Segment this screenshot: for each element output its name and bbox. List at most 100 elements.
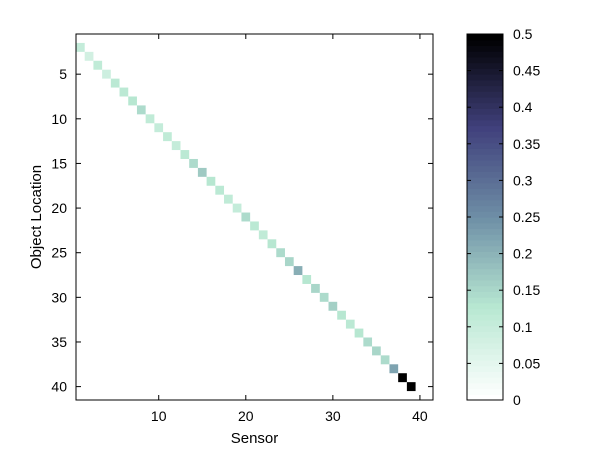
colorbar-swatch [467, 205, 503, 212]
colorbar-tick-label: 0.45 [513, 63, 540, 79]
heatmap-cell [311, 283, 320, 293]
heatmap-cell [250, 221, 259, 231]
colorbar-swatch [467, 394, 503, 401]
y-tick-label: 15 [51, 155, 67, 171]
heatmap-cell [163, 132, 172, 142]
heatmap-cell [354, 328, 364, 338]
heatmap-cell [232, 203, 242, 213]
colorbar: 0 0.05 0.1 0.15 0.2 0.25 0.3 0.35 0.4 0.45 0.5 [466, 26, 540, 408]
colorbar-swatch [467, 125, 503, 132]
colorbar-swatch [467, 154, 503, 161]
colorbar-swatch [467, 68, 503, 75]
heatmap-cell [197, 167, 207, 177]
colorbar-swatch [467, 114, 503, 121]
colorbar-swatch [467, 342, 503, 350]
colorbar-swatch [467, 228, 503, 235]
colorbar-swatch [467, 159, 503, 167]
colorbar-swatch [467, 245, 503, 252]
colorbar-swatch [467, 354, 503, 361]
y-tick-label: 10 [51, 111, 67, 127]
x-tick-label: 20 [238, 408, 254, 424]
heatmap-cell [180, 150, 190, 159]
heatmap-cell [258, 230, 268, 240]
colorbar-swatch [467, 377, 503, 384]
colorbar-swatch [467, 96, 503, 104]
y-tick-label: 40 [51, 379, 67, 395]
colorbar-tick-label: 0.2 [513, 246, 533, 262]
heatmap-cell [328, 301, 338, 311]
colorbar-swatch [467, 91, 503, 98]
colorbar-swatch [467, 211, 503, 218]
heatmap-cell [128, 96, 137, 106]
heatmap-cell [84, 51, 94, 61]
colorbar-swatch [467, 45, 503, 52]
colorbar-swatch [467, 182, 503, 190]
colorbar-tick-label: 0.05 [513, 355, 540, 371]
colorbar-swatch [467, 371, 503, 378]
colorbar-swatch [467, 131, 503, 138]
heatmap-cell [302, 275, 312, 284]
heatmap-cell [224, 194, 233, 204]
colorbar-tick-label: 0.4 [513, 99, 533, 115]
heatmap-cell [293, 266, 303, 276]
colorbar-swatch [467, 79, 503, 87]
x-tick-label: 10 [151, 408, 167, 424]
heatmap-cell [267, 239, 277, 249]
colorbar-tick-label: 0.25 [513, 209, 540, 225]
colorbar-swatch [467, 142, 503, 149]
colorbar-swatch [467, 274, 503, 281]
heatmap-cell [76, 42, 85, 52]
colorbar-swatch [467, 194, 503, 201]
colorbar-swatch [467, 188, 503, 195]
colorbar-swatch [467, 102, 503, 109]
heatmap-cell [241, 212, 251, 222]
heatmap-cell [319, 292, 329, 302]
x-tick-label: 40 [412, 408, 428, 424]
heatmap-cell [119, 87, 129, 97]
colorbar-swatch [467, 74, 503, 81]
colorbar-tick-label: 0.1 [513, 319, 533, 335]
colorbar-swatch [467, 176, 503, 184]
heatmap-cell [189, 158, 198, 168]
y-tick-label: 5 [59, 66, 67, 82]
colorbar-tick-label: 0.15 [513, 282, 540, 298]
x-tick-label: 30 [325, 408, 341, 424]
colorbar-tick-label: 0.35 [513, 136, 540, 152]
heatmap-cell [389, 364, 399, 374]
plot-cells [76, 42, 416, 392]
colorbar-swatch [467, 136, 503, 144]
colorbar-tick-label: 0.3 [513, 172, 533, 188]
colorbar-swatch [467, 251, 503, 258]
heatmap-cell [276, 248, 285, 258]
colorbar-swatch [467, 148, 503, 155]
heatmap-cell [372, 346, 381, 356]
y-tick-label: 20 [51, 200, 67, 216]
heatmap-cell [215, 185, 225, 195]
heatmap-cell [406, 382, 416, 392]
heatmap-cell [102, 69, 111, 79]
x-axis: 10 20 30 40 [151, 34, 428, 424]
plot-area-frame [75, 33, 434, 401]
colorbar-swatch [467, 171, 503, 178]
colorbar-swatch [467, 388, 503, 395]
colorbar-swatch [467, 257, 503, 264]
colorbar-swatch [467, 199, 503, 207]
colorbar-swatch [467, 234, 503, 241]
colorbar-swatch [467, 365, 503, 373]
colorbar-swatch [467, 337, 503, 344]
heatmap-cell [398, 373, 407, 383]
y-tick-label: 30 [51, 289, 67, 305]
heatmap-cell [154, 123, 164, 133]
heatmap-cell [380, 355, 390, 365]
colorbar-swatch [467, 291, 503, 298]
colorbar-swatch [467, 297, 503, 304]
heatmap-cell [171, 141, 181, 151]
colorbar-swatch [467, 302, 503, 310]
colorbar-swatch [467, 285, 503, 292]
colorbar-swatch [467, 279, 503, 287]
colorbar-swatch [467, 239, 503, 247]
colorbar-swatch [467, 359, 503, 367]
colorbar-swatch [467, 39, 503, 47]
